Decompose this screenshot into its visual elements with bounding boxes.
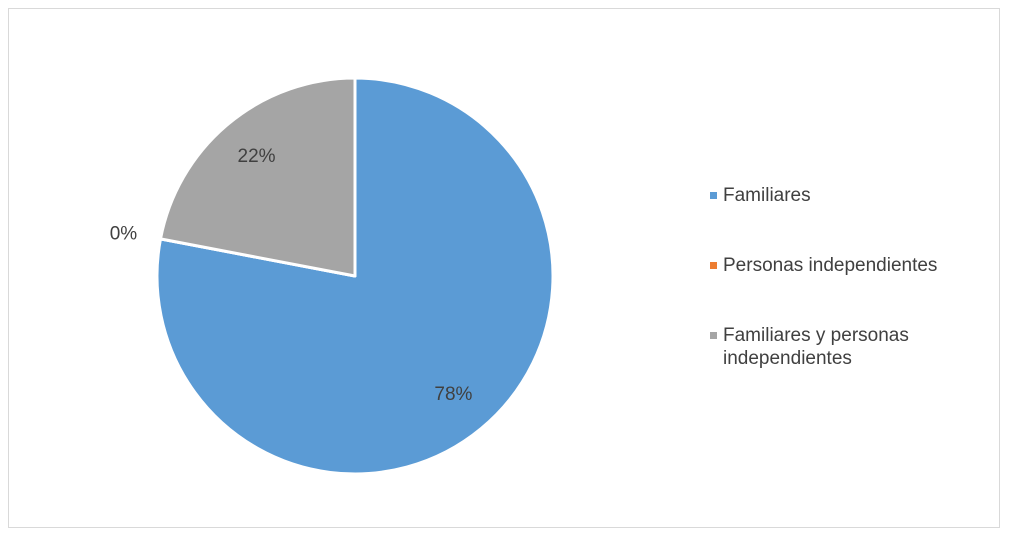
legend-swatch (710, 262, 717, 269)
legend-item: Personas independientes (710, 254, 980, 277)
legend-label: Familiares y personas independientes (723, 325, 909, 369)
pie-slice (155, 76, 555, 476)
legend-item: Familiares y personas independientes (710, 324, 980, 370)
data-label: 0% (110, 223, 138, 244)
legend-item: Familiares (710, 184, 980, 207)
data-label: 78% (434, 384, 472, 405)
legend-swatch (710, 192, 717, 199)
pie-slice (159, 76, 357, 278)
legend-label: Familiares (723, 185, 811, 206)
legend-swatch (710, 332, 717, 339)
legend-label: Personas independientes (723, 255, 938, 276)
data-label: 22% (238, 146, 276, 167)
